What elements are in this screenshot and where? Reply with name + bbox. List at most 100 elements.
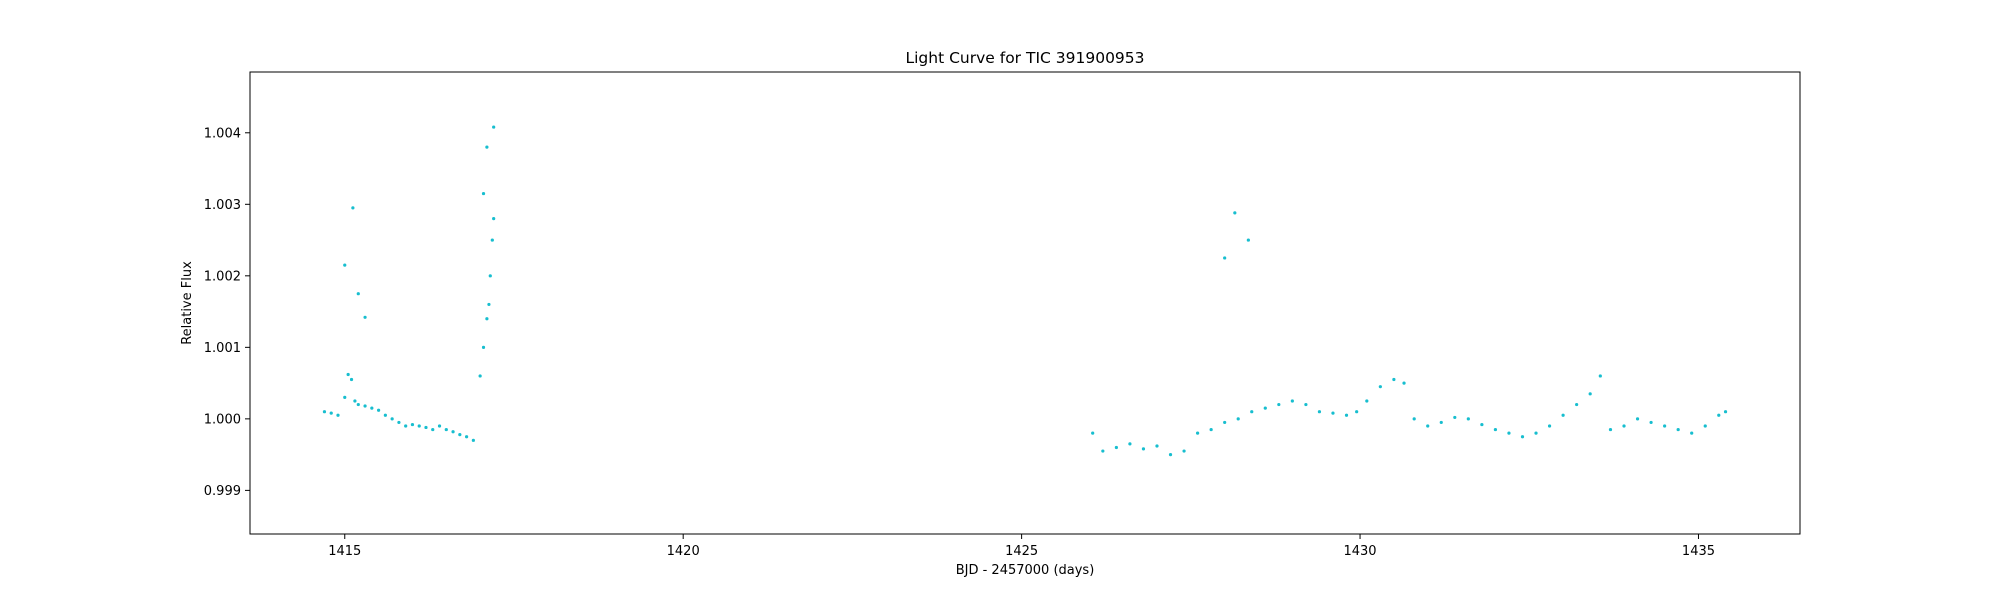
data-point — [1426, 424, 1430, 428]
chart-title: Light Curve for TIC 391900953 — [905, 49, 1144, 67]
data-point — [1649, 420, 1653, 425]
data-point — [1141, 447, 1146, 451]
data-point — [1622, 424, 1626, 428]
data-point — [1233, 211, 1237, 215]
data-point — [343, 263, 347, 267]
data-point — [1598, 374, 1602, 378]
data-point — [1493, 427, 1498, 432]
data-point — [329, 411, 333, 415]
data-point — [437, 424, 442, 428]
data-point — [1250, 410, 1254, 414]
data-point — [458, 432, 462, 437]
data-point — [492, 217, 496, 221]
data-point — [481, 345, 486, 349]
data-point — [1507, 431, 1511, 435]
data-point — [1317, 410, 1322, 414]
data-point — [1588, 392, 1592, 396]
data-point — [1676, 427, 1680, 432]
y-tick-label: 1.000 — [204, 412, 241, 427]
x-axis-label: BJD - 2457000 (days) — [956, 563, 1095, 578]
data-point — [1277, 402, 1281, 407]
data-point — [383, 413, 387, 417]
data-point — [1355, 410, 1359, 414]
data-point — [1703, 424, 1707, 428]
data-point — [1412, 417, 1416, 421]
data-point — [1128, 442, 1132, 446]
data-point — [1209, 427, 1213, 432]
data-point — [322, 410, 327, 414]
x-tick-label: 1435 — [1682, 544, 1715, 559]
data-point — [451, 430, 455, 434]
y-axis-label: Relative Flux — [180, 261, 195, 345]
data-point — [353, 399, 357, 403]
data-point — [1091, 431, 1095, 435]
data-point — [1663, 424, 1667, 428]
data-point — [1392, 377, 1396, 382]
data-point — [492, 125, 496, 129]
data-point — [1480, 422, 1484, 427]
data-point — [1520, 435, 1525, 439]
data-point — [363, 315, 367, 319]
data-point — [1402, 381, 1406, 385]
data-point — [1439, 420, 1443, 425]
plot-area — [249, 71, 1801, 535]
data-point — [1246, 238, 1250, 242]
data-point — [370, 406, 374, 410]
data-point — [1290, 399, 1294, 403]
x-tick-label: 1430 — [1343, 544, 1376, 559]
data-point — [1101, 449, 1105, 453]
data-point — [444, 427, 448, 432]
data-point — [363, 404, 367, 408]
data-points — [322, 125, 1728, 457]
y-tick-label: 1.004 — [204, 126, 241, 141]
data-point — [417, 424, 421, 428]
data-point — [1547, 424, 1552, 428]
x-tick-label: 1425 — [1005, 544, 1038, 559]
data-point — [1561, 413, 1565, 417]
data-point — [1723, 410, 1728, 414]
data-point — [1236, 417, 1240, 421]
data-point — [1378, 385, 1382, 389]
data-point — [1155, 444, 1159, 448]
data-point — [336, 413, 340, 417]
data-point — [410, 422, 415, 427]
x-tick-label: 1415 — [328, 544, 361, 559]
data-point — [487, 302, 491, 307]
data-point — [485, 317, 489, 321]
data-point — [481, 191, 486, 196]
data-point — [1114, 445, 1118, 450]
y-axis-ticks: 0.999 1.000 1.001 1.002 1.003 1.004 — [204, 126, 250, 499]
data-point — [351, 206, 355, 210]
data-point — [424, 425, 428, 430]
data-point — [478, 374, 482, 378]
data-point — [377, 408, 381, 412]
data-point — [356, 402, 360, 407]
y-tick-label: 0.999 — [204, 484, 241, 499]
data-point — [1575, 402, 1579, 407]
data-point — [1304, 402, 1308, 407]
data-point — [1365, 399, 1369, 403]
data-point — [488, 274, 492, 278]
data-point — [397, 420, 401, 425]
data-point — [1534, 431, 1538, 435]
data-point — [1331, 411, 1335, 415]
data-point — [1223, 420, 1227, 425]
data-point — [390, 417, 394, 421]
data-point — [1635, 417, 1640, 421]
data-point — [485, 145, 489, 149]
data-point — [1608, 427, 1613, 432]
data-point — [346, 372, 350, 377]
x-tick-label: 1420 — [667, 544, 700, 559]
data-point — [1182, 449, 1186, 453]
y-tick-label: 1.002 — [204, 269, 241, 284]
data-point — [1690, 431, 1694, 435]
data-point — [343, 395, 347, 400]
data-point — [464, 435, 469, 439]
data-point — [1344, 413, 1349, 417]
data-point — [471, 438, 475, 442]
data-point — [431, 427, 435, 432]
data-point — [1223, 256, 1227, 260]
data-point — [1717, 413, 1721, 417]
data-point — [1263, 406, 1267, 410]
